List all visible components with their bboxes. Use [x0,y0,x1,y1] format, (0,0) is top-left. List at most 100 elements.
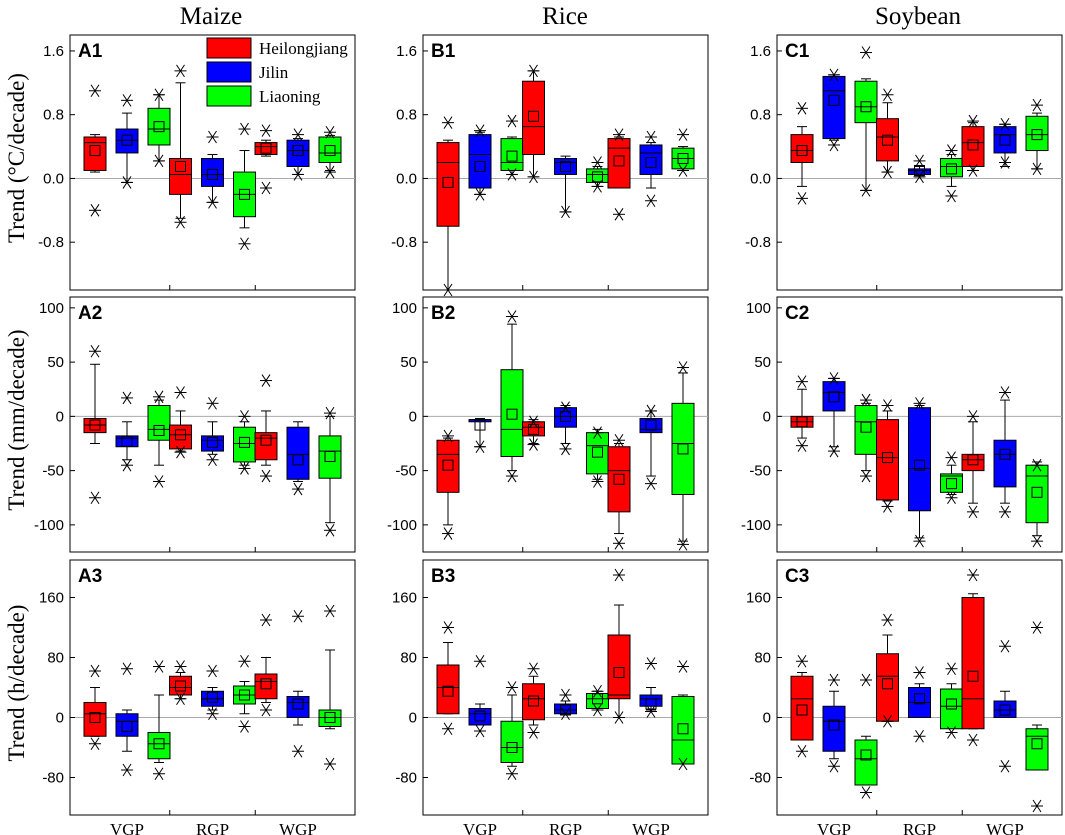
x-category-label: WGP [632,820,670,835]
box-rgp-jilin [554,155,577,219]
mean-marker [882,678,893,690]
panel-frame [69,559,356,816]
mean-marker [442,459,454,471]
mean-marker [153,121,165,133]
outlier-marker [1031,799,1043,813]
outlier-marker [292,609,304,623]
outlier-marker [828,759,840,773]
outlier-marker [89,737,101,751]
mean-marker [796,704,808,716]
outlier-marker [527,726,540,739]
box-body [790,134,814,163]
mean-marker [999,134,1011,146]
outlier-marker [591,684,604,698]
outlier-marker [677,757,689,771]
box-rgp-liaoning [940,662,963,739]
outlier-marker [238,720,251,733]
outlier-marker [121,176,133,189]
outlier-marker [881,714,894,728]
box-body [522,80,545,156]
outlier-marker [506,168,518,181]
box-wgp-jilin [286,609,310,758]
panel-label: B1 [431,41,456,62]
panel-A3: A3 160 80 0 -80 VGP RGP WGP [39,559,356,835]
column-title-maize: Maize [180,3,242,30]
x-category-label: VGP [110,820,144,835]
box-rgp-heilongjiang [876,399,899,513]
panel-A2: A2 100 50 0 -50 -100 [34,296,356,553]
mean-marker [292,454,304,466]
box-wgp-heilongjiang [254,613,278,717]
outlier-marker [174,215,187,229]
box-body [586,432,609,475]
outlier-marker [324,757,336,771]
mean-marker [260,142,272,154]
mean-marker [999,704,1011,716]
box-body [993,126,1017,154]
outlier-marker [527,415,540,429]
mean-marker [239,689,250,701]
outlier-marker [324,165,336,179]
box-body [876,118,899,162]
column-title-soybean: Soybean [875,3,962,30]
outlier-marker [153,154,165,168]
y-tick-label: 160 [392,590,417,607]
outlier-marker [967,568,979,582]
mean-marker [474,160,486,172]
box-rgp-heilongjiang [169,64,192,229]
outlier-marker [796,192,808,205]
mean-marker [592,171,603,183]
mean-marker [946,163,957,175]
outlier-marker [260,374,272,387]
y-tick-label: -50 [395,463,417,480]
outlier-marker [828,673,840,687]
box-wgp-liaoning [1025,458,1049,548]
y-tick-label: 0.8 [396,107,417,124]
ylabel-row-2: Trend (mm/decade) [4,329,29,510]
y-tick-label: -100 [34,517,64,534]
outlier-marker [645,404,657,418]
mean-marker [914,164,925,176]
box-vgp-heilongjiang [436,429,460,540]
box-vgp-heilongjiang [83,84,107,217]
y-tick-label: -50 [749,463,771,480]
outlier-marker [474,654,486,668]
box-body [169,675,192,696]
box-body [961,453,985,472]
mean-marker [677,443,689,455]
outlier-marker [881,399,894,412]
y-tick-label: -100 [741,517,771,534]
box-rgp-heilongjiang [876,88,899,179]
box-rgp-jilin [908,666,931,743]
box-vgp-liaoning [854,46,878,197]
box-vgp-jilin [822,68,846,152]
outlier-marker [442,621,454,634]
box-vgp-liaoning [500,114,524,181]
box-body [876,419,899,501]
y-tick-label: 100 [746,300,771,317]
outlier-marker [796,744,808,758]
mean-marker [207,168,218,180]
outlier-marker [153,88,165,102]
mean-marker [324,145,336,157]
box-body [500,720,524,763]
outlier-marker [1031,98,1043,112]
box-body [554,407,577,428]
outlier-marker [828,444,840,458]
outlier-marker [324,406,336,420]
legend-label: Heilongjiang [259,39,348,58]
mean-marker [677,153,689,165]
outlier-marker [677,164,689,177]
box-body [83,136,107,171]
outlier-marker [474,724,486,738]
mean-marker [89,145,101,157]
outlier-marker [506,681,518,694]
y-tick-label: -0.8 [391,234,417,251]
y-tick-label: 160 [39,590,64,607]
box-vgp-heilongjiang [436,621,460,736]
box-rgp-liaoning [586,684,609,717]
mean-marker [528,423,539,435]
panel-label: A3 [78,566,102,587]
box-body [586,693,609,709]
panel-C2: C2 100 50 0 -50 -100 [741,296,1063,553]
